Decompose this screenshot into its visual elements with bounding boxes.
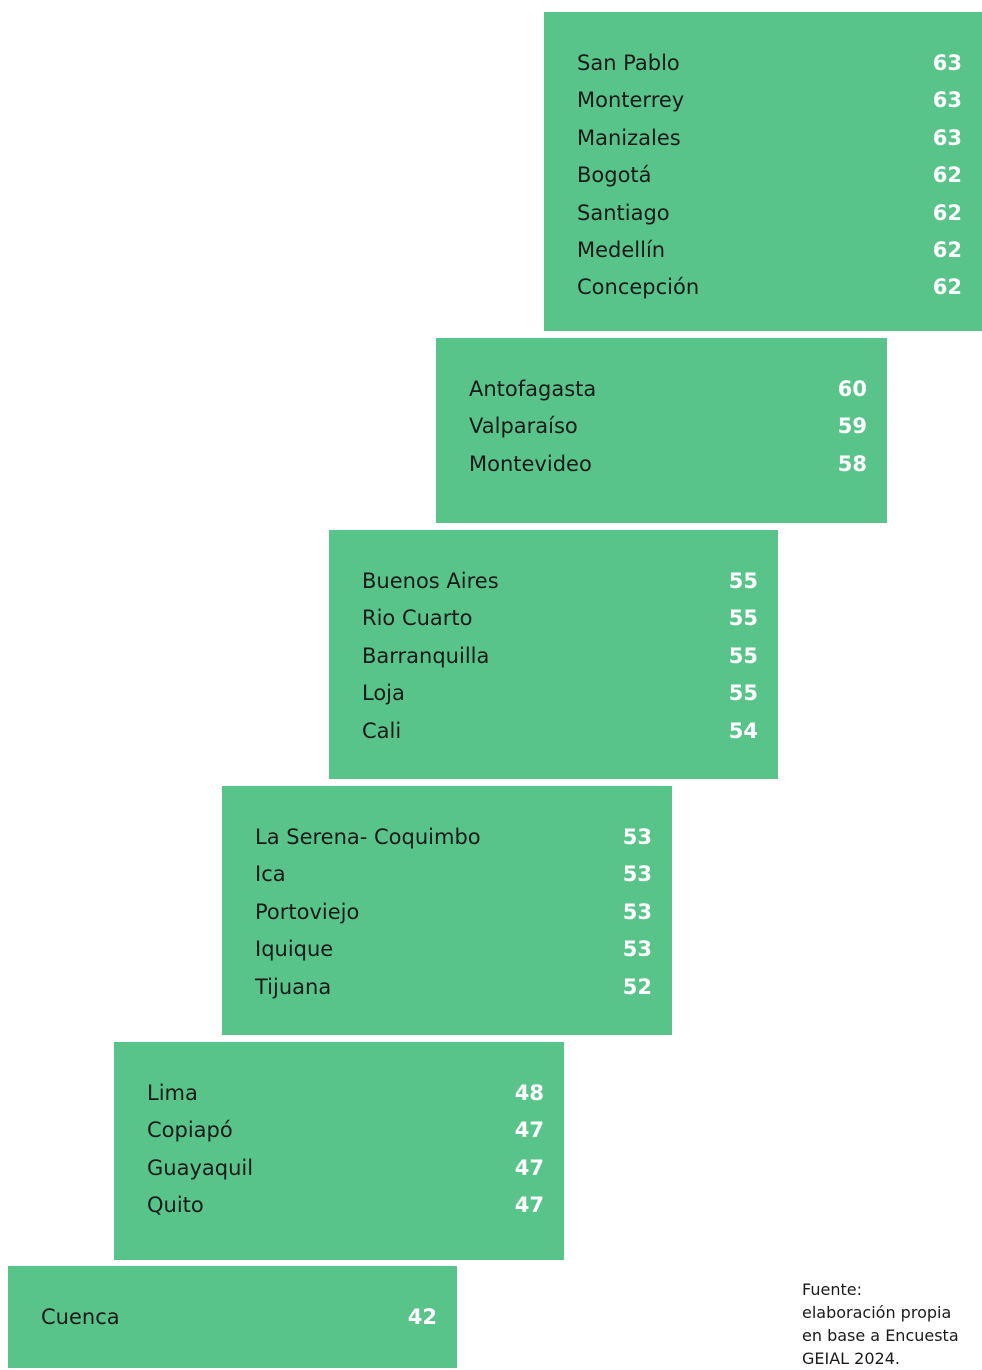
- group-box: Cuenca 42: [8, 1266, 457, 1368]
- city-value: 54: [728, 718, 758, 743]
- city-value: 63: [932, 88, 962, 113]
- city-name: Lima: [147, 1081, 198, 1105]
- city-value: 55: [728, 569, 758, 593]
- city-name: Quito: [147, 1193, 204, 1218]
- city-value: 58: [837, 451, 867, 476]
- group-box: San Pablo 63 Monterrey 63 Manizales 63 Bogotá 6…: [544, 12, 982, 331]
- city-row: Buenos Aires 55: [362, 566, 758, 596]
- city-name: Guayaquil: [147, 1155, 254, 1180]
- city-name: Montevideo: [469, 451, 592, 476]
- city-row: Montevideo 58: [469, 449, 867, 479]
- city-name: San Pablo: [577, 51, 680, 75]
- city-row: San Pablo 63: [577, 48, 962, 78]
- city-row: Monterrey 63: [577, 85, 962, 115]
- city-row: Ica 53: [255, 859, 652, 889]
- city-value: 53: [622, 899, 652, 924]
- city-row: Quito 47: [147, 1190, 544, 1220]
- city-row: Guayaquil 47: [147, 1153, 544, 1183]
- city-value: 53: [622, 862, 652, 887]
- city-row: Loja 55: [362, 678, 758, 708]
- city-name: Copiapó: [147, 1118, 233, 1143]
- city-value: 62: [932, 238, 962, 262]
- city-value: 62: [932, 163, 962, 188]
- city-name: Medellín: [577, 238, 666, 262]
- city-name: Monterrey: [577, 88, 685, 113]
- city-value: 63: [932, 125, 962, 150]
- city-value: 60: [837, 377, 867, 401]
- city-name: Barranquilla: [362, 643, 490, 668]
- city-value: 62: [932, 275, 962, 300]
- city-name: Bogotá: [577, 163, 652, 188]
- city-row: Bogotá 62: [577, 160, 962, 190]
- source-line: elaboración propia: [802, 1303, 952, 1322]
- city-name: Ica: [255, 862, 286, 887]
- city-value: 55: [728, 643, 758, 668]
- city-name: Loja: [362, 681, 405, 706]
- city-value: 53: [622, 937, 652, 962]
- city-name: Rio Cuarto: [362, 606, 473, 631]
- city-row: Copiapó 47: [147, 1115, 544, 1145]
- city-row: Antofagasta 60: [469, 374, 867, 404]
- source-line: en base a Encuesta: [802, 1326, 959, 1345]
- city-name: Cali: [362, 718, 402, 743]
- city-name: Cuenca: [41, 1305, 120, 1329]
- city-row: Concepción 62: [577, 272, 962, 302]
- city-row: La Serena- Coquimbo 53: [255, 822, 652, 852]
- city-name: La Serena- Coquimbo: [255, 825, 481, 849]
- city-row: Cuenca 42: [41, 1302, 437, 1332]
- city-value: 47: [514, 1193, 544, 1218]
- source-note: Fuente: elaboración propia en base a Encue…: [802, 1278, 959, 1370]
- city-value: 53: [622, 825, 652, 849]
- city-value: 47: [514, 1118, 544, 1143]
- city-row: Barranquilla 55: [362, 641, 758, 671]
- city-row: Manizales 63: [577, 123, 962, 153]
- city-value: 63: [932, 51, 962, 75]
- city-name: Tijuana: [255, 974, 332, 999]
- group-box: Buenos Aires 55 Rio Cuarto 55 Barranquilla 55…: [329, 530, 778, 779]
- city-value: 47: [514, 1155, 544, 1180]
- city-row: Tijuana 52: [255, 972, 652, 1002]
- city-row: Valparaíso 59: [469, 411, 867, 441]
- city-value: 62: [932, 200, 962, 225]
- city-value: 52: [622, 974, 652, 999]
- city-row: Iquique 53: [255, 934, 652, 964]
- city-name: Santiago: [577, 200, 670, 225]
- city-row: Portoviejo 53: [255, 897, 652, 927]
- city-name: Manizales: [577, 125, 681, 150]
- city-name: Iquique: [255, 937, 334, 962]
- group-box: Antofagasta 60 Valparaíso 59 Montevideo 58: [436, 338, 887, 523]
- city-row: Lima 48: [147, 1078, 544, 1108]
- city-value: 55: [728, 681, 758, 706]
- city-name: Valparaíso: [469, 414, 578, 439]
- city-name: Concepción: [577, 275, 700, 300]
- group-box: La Serena- Coquimbo 53 Ica 53 Portoviejo 53 Iq…: [222, 786, 672, 1035]
- city-row: Santiago 62: [577, 198, 962, 228]
- city-row: Cali 54: [362, 716, 758, 746]
- source-line: Fuente:: [802, 1280, 862, 1299]
- city-name: Portoviejo: [255, 899, 360, 924]
- city-name: Antofagasta: [469, 377, 597, 401]
- city-value: 55: [728, 606, 758, 631]
- city-row: Medellín 62: [577, 235, 962, 265]
- city-value: 42: [407, 1305, 437, 1329]
- city-value: 59: [837, 414, 867, 439]
- city-name: Buenos Aires: [362, 569, 499, 593]
- city-value: 48: [514, 1081, 544, 1105]
- source-line: GEIAL 2024.: [802, 1349, 900, 1368]
- group-box: Lima 48 Copiapó 47 Guayaquil 47 Quito 47: [114, 1042, 564, 1260]
- city-row: Rio Cuarto 55: [362, 603, 758, 633]
